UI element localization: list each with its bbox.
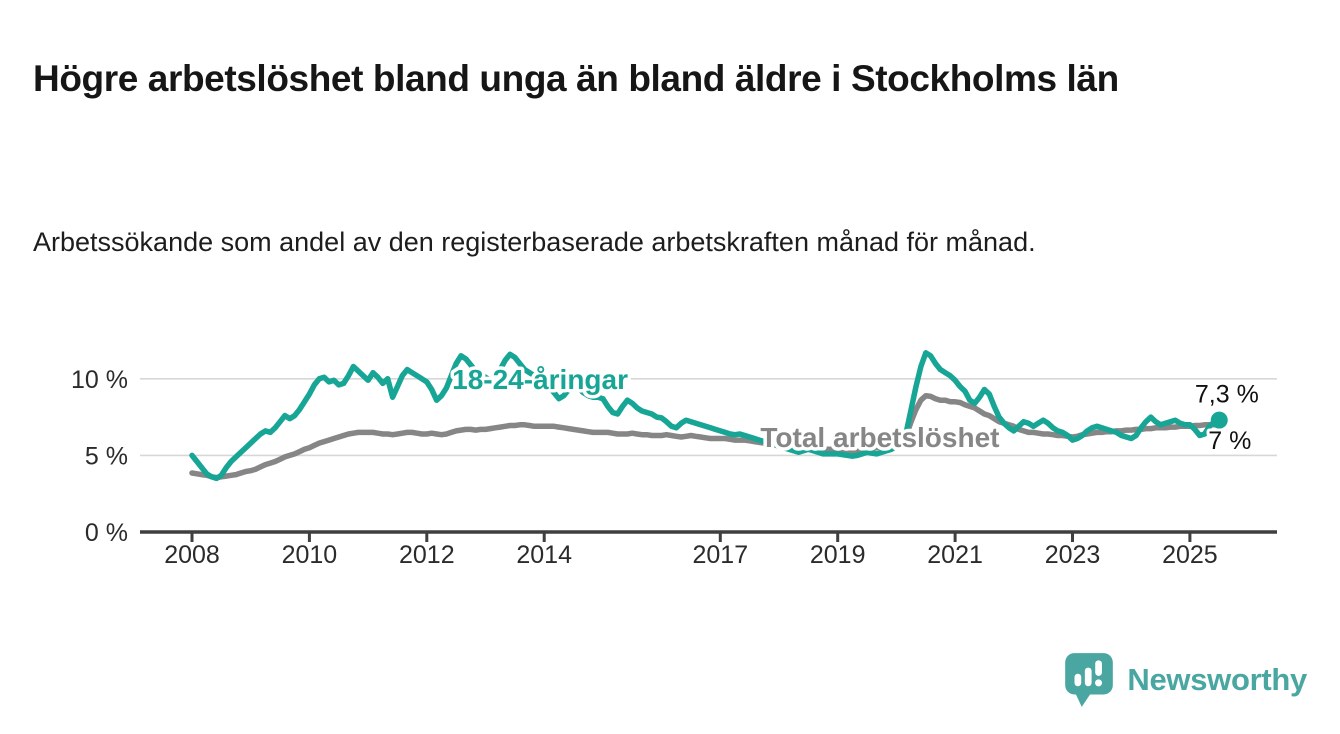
series-line-total-arbetsl-shet	[189, 392, 1223, 481]
series-line-18-24-ringar	[189, 350, 1223, 482]
x-tick-label: 2019	[810, 541, 866, 569]
value-annotation: 7 %	[1208, 427, 1251, 455]
bar-chart-speech-bubble-icon	[1065, 653, 1114, 707]
x-tick-label: 2008	[164, 541, 220, 569]
series-end-dot-18-24-ringar	[1210, 411, 1228, 429]
newsworthy-logo-text: Newsworthy	[1127, 662, 1307, 697]
y-tick-label: 0 %	[85, 519, 128, 547]
x-tick-label: 2017	[692, 541, 748, 569]
y-tick-label: 5 %	[85, 442, 128, 470]
x-tick-label: 2021	[927, 541, 983, 569]
y-tick-label: 10 %	[71, 366, 128, 394]
x-tick-label: 2012	[399, 541, 455, 569]
series-label-18-24-ringar: 18-24-åringar	[452, 364, 628, 395]
series-label-total-arbetsl-shet: Total arbetslöshet	[760, 422, 999, 453]
x-tick-label: 2023	[1045, 541, 1101, 569]
value-annotation: 7,3 %	[1195, 380, 1259, 408]
newsworthy-logo: Newsworthy	[1064, 651, 1307, 709]
x-tick-label: 2010	[282, 541, 338, 569]
x-tick-label: 2014	[516, 541, 572, 569]
page-title: Högre arbetslöshet bland unga än bland ä…	[33, 57, 1119, 99]
page-subtitle: Arbetssökande som andel av den registerb…	[33, 227, 1036, 257]
x-tick-label: 2025	[1162, 541, 1218, 569]
